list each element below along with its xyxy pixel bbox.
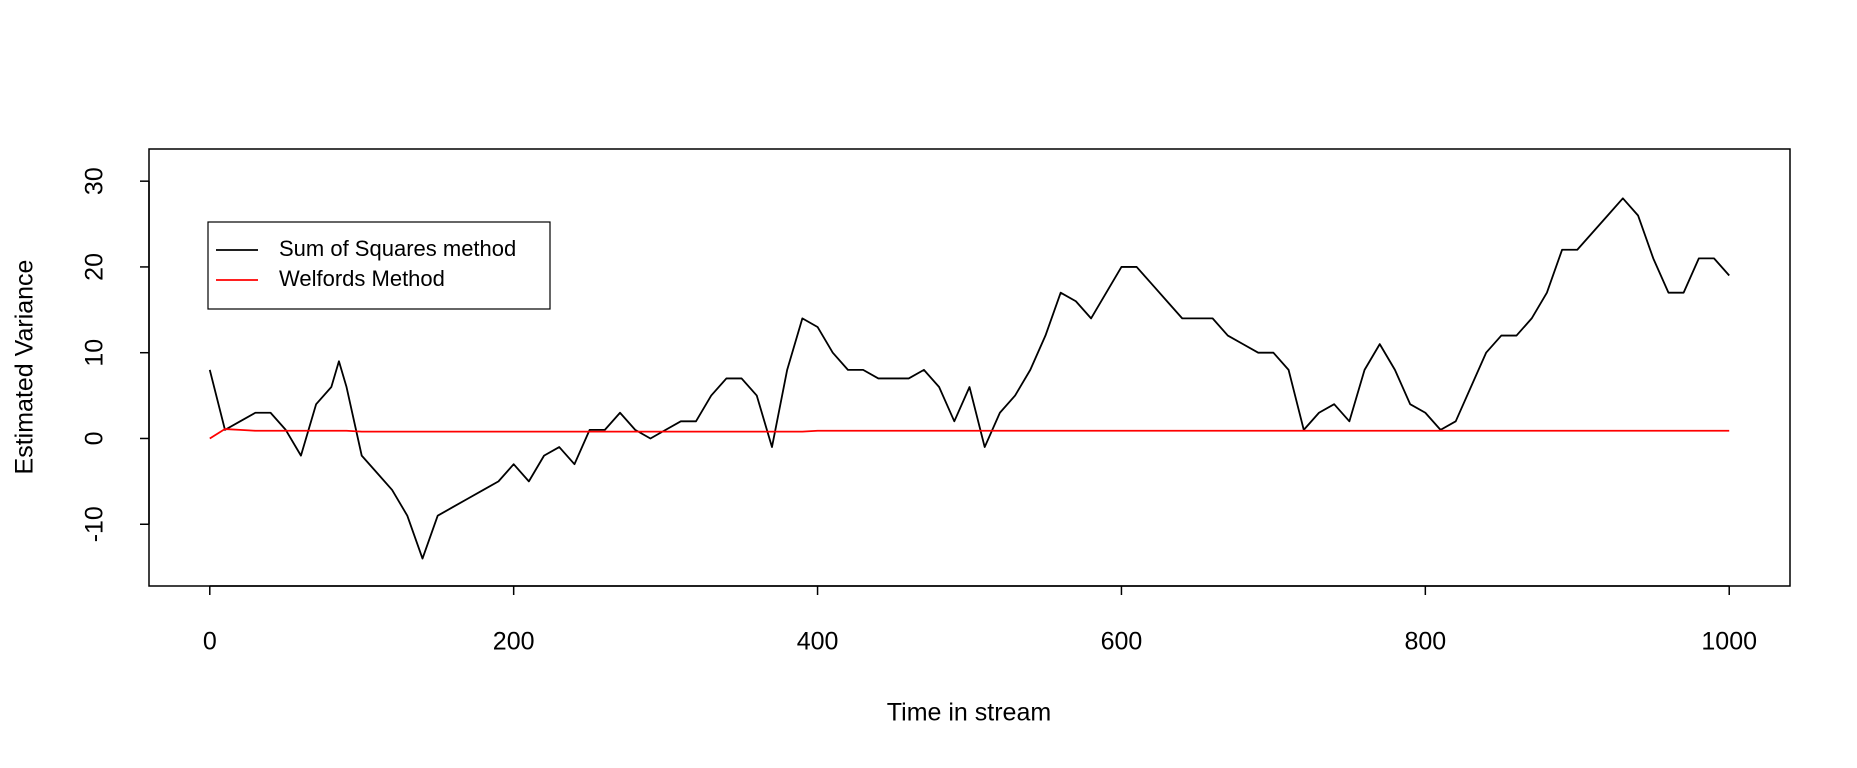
- plot-frame: [148, 148, 1791, 587]
- y-tick-label: 30: [81, 167, 109, 195]
- legend-label: Welfords Method: [279, 266, 445, 291]
- x-tick-label: 600: [1101, 628, 1143, 656]
- y-tick-label: 10: [81, 339, 109, 367]
- legend-label: Sum of Squares method: [279, 236, 516, 261]
- y-tick-label: 20: [81, 253, 109, 281]
- legend-box: [207, 221, 551, 310]
- x-axis-label: Time in stream: [887, 699, 1051, 727]
- y-tick-label: 0: [81, 432, 109, 446]
- y-axis-label: Estimated Variance: [11, 260, 39, 475]
- x-tick-label: 0: [203, 628, 217, 656]
- data-line: [208, 197, 1730, 560]
- x-tick-label: 1000: [1701, 628, 1757, 656]
- x-tick-label: 400: [797, 628, 839, 656]
- y-tick-label: -10: [81, 506, 109, 542]
- x-tick-label: 200: [493, 628, 535, 656]
- x-tick-label: 800: [1404, 628, 1446, 656]
- data-line: [209, 428, 1730, 440]
